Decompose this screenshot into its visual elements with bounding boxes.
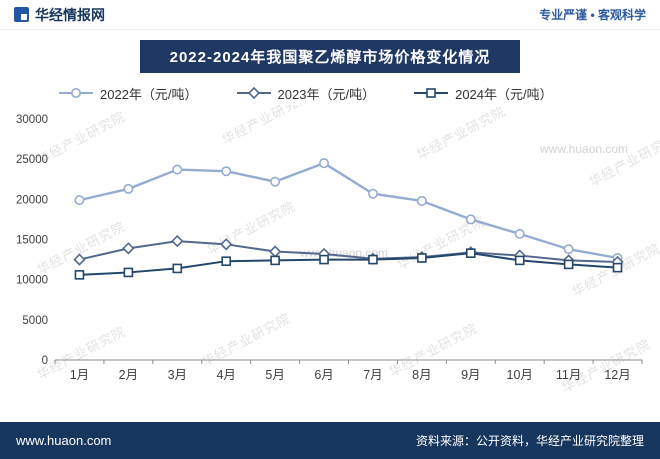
footer-source-note: 资料来源：公开资料，华经产业研究院整理 (415, 434, 644, 448)
svg-text:华经产业研究院: 华经产业研究院 (34, 108, 128, 167)
brand-name: 华经情报网 (35, 6, 105, 23)
footer-site-url: www.huaon.com (16, 433, 112, 448)
svg-text:5000: 5000 (22, 315, 48, 327)
svg-text:20000: 20000 (16, 194, 48, 206)
series-2 (74, 248, 623, 280)
svg-text:www.huaon.com: www.huaon.com (539, 142, 628, 156)
svg-text:12月: 12月 (604, 368, 630, 382)
svg-text:7月: 7月 (363, 368, 382, 382)
legend-label: 2022年（元/吨） (100, 86, 198, 102)
chart-title: 2022-2024年我国聚乙烯醇市场价格变化情况 (139, 40, 521, 73)
legend-label: 2023年（元/吨） (277, 86, 376, 102)
svg-text:10000: 10000 (16, 275, 48, 287)
legend-item-1: 2023年（元/吨） (236, 84, 376, 103)
brand-logo-icon (14, 7, 29, 22)
svg-text:4月: 4月 (216, 368, 235, 382)
svg-text:华经产业研究院: 华经产业研究院 (586, 130, 660, 189)
legend-marker-diamond-icon (236, 86, 271, 100)
svg-text:华经产业研究院: 华经产业研究院 (559, 336, 653, 395)
svg-text:25000: 25000 (16, 154, 48, 166)
legend-marker-circle-icon (59, 88, 93, 98)
svg-text:5月: 5月 (265, 368, 284, 382)
footer-bar: www.huaon.com 资料来源：公开资料，华经产业研究院整理 (0, 422, 660, 459)
chart-legend: 2022年（元/吨） 2023年（元/吨） 2024年（元/吨） (58, 81, 660, 105)
svg-text:30000: 30000 (16, 114, 48, 126)
series-0 (74, 158, 623, 263)
svg-text:0: 0 (42, 355, 48, 367)
svg-text:8月: 8月 (412, 368, 431, 382)
svg-text:2月: 2月 (119, 368, 138, 382)
svg-text:华经产业研究院: 华经产业研究院 (199, 310, 293, 369)
svg-text:3月: 3月 (168, 368, 187, 382)
y-axis: 0 5000 10000 15000 20000 25000 30000 (16, 114, 48, 367)
svg-text:15000: 15000 (16, 235, 48, 247)
legend-item-2: 2024年（元/吨） (413, 84, 553, 103)
legend-item-0: 2022年（元/吨） (58, 84, 198, 103)
svg-text:9月: 9月 (461, 368, 480, 382)
svg-text:10月: 10月 (507, 368, 533, 382)
svg-text:11月: 11月 (556, 368, 581, 382)
legend-marker-square-icon (414, 88, 449, 98)
svg-text:华经产业研究院: 华经产业研究院 (219, 105, 313, 148)
svg-text:6月: 6月 (314, 368, 333, 382)
x-axis: 1月 2月 3月 4月 5月 6月 7月 8月 9月 10月 11月 12月 (54, 359, 643, 382)
svg-text:华经产业研究院: 华经产业研究院 (414, 105, 508, 163)
svg-text:华经产业研究院: 华经产业研究院 (34, 218, 128, 277)
legend-label: 2024年（元/吨） (455, 86, 553, 102)
top-header: 华经情报网 专业严谨 • 客观科学 (0, 0, 660, 30)
svg-text:1月: 1月 (70, 368, 89, 382)
brand: 华经情报网 (14, 5, 105, 25)
brand-slogan: 专业严谨 • 客观科学 (539, 8, 646, 22)
price-line-chart: 华经产业研究院华经产业研究院华经产业研究院华经产业研究院华经产业研究院华经产业研… (16, 105, 660, 396)
